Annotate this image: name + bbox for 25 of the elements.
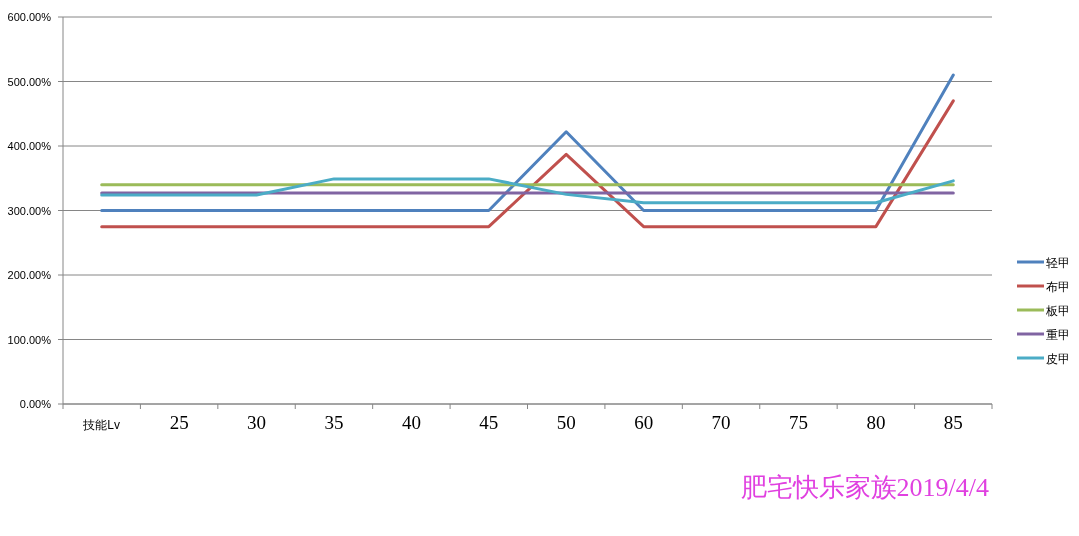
legend-label: 轻甲 <box>1046 256 1070 270</box>
x-tick-label: 60 <box>634 412 654 433</box>
legend-label: 皮甲 <box>1046 352 1070 366</box>
y-tick-label: 0.00% <box>19 398 52 410</box>
y-tick-label: 600.00% <box>7 11 52 23</box>
x-tick-label: 80 <box>866 412 886 433</box>
y-tick-label: 200.00% <box>7 269 52 281</box>
y-tick-label: 100.00% <box>7 333 52 346</box>
x-tick-label: 70 <box>711 412 731 433</box>
x-tick-label: 50 <box>556 412 576 433</box>
x-tick-label: 40 <box>401 412 421 433</box>
x-tick-label: 25 <box>169 412 189 433</box>
x-tick-label: 35 <box>324 412 344 433</box>
x-tick-label: 30 <box>247 412 267 433</box>
y-tick-label: 500.00% <box>7 75 52 88</box>
x-tick-label: 技能Lv <box>82 418 121 432</box>
legend-label: 布甲 <box>1046 280 1070 294</box>
text: 肥宅快乐家族2019/4/4 <box>740 473 989 502</box>
y-tick-label: 300.00% <box>7 204 52 217</box>
legend-label: 重甲 <box>1046 328 1070 342</box>
legend-label: 板甲 <box>1045 304 1070 318</box>
x-tick-label: 85 <box>943 412 963 433</box>
x-tick-label: 45 <box>479 412 499 433</box>
x-tick-label: 75 <box>788 412 808 433</box>
y-tick-label: 400.00% <box>7 140 52 152</box>
